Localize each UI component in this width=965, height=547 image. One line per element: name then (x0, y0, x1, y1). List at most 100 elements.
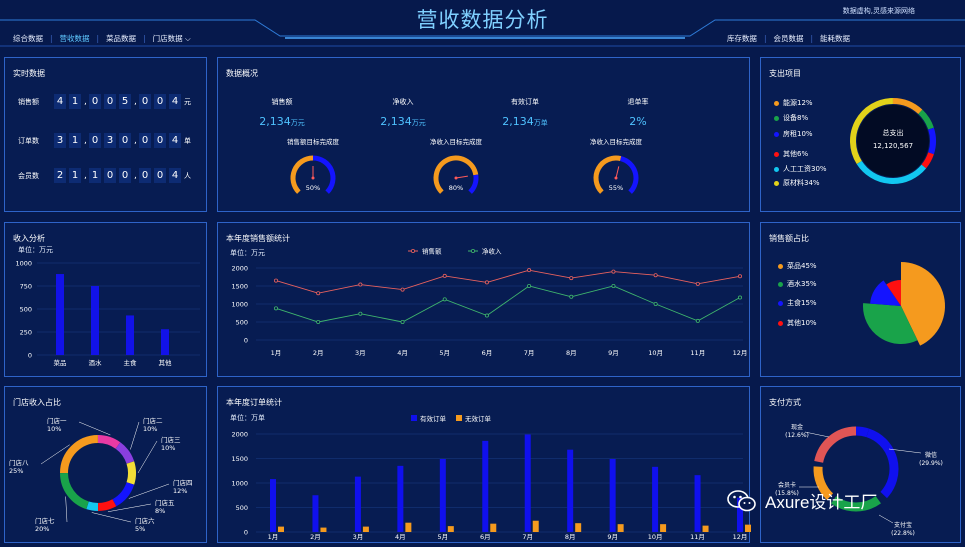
digit-box: 5 (119, 94, 131, 109)
gauge-pivot (614, 176, 618, 180)
digit-box: 0 (154, 168, 166, 183)
nav-item-energy[interactable]: 能耗数据 (820, 34, 850, 43)
nav-item-inventory[interactable]: 库存数据 (726, 34, 757, 43)
expense-donut-segment (928, 127, 936, 155)
expense-donut-segment (921, 152, 934, 169)
order-bar (660, 524, 667, 532)
expense-donut (850, 98, 936, 184)
store-donut-segment (86, 501, 99, 511)
series-point (484, 280, 489, 285)
store-label-pct: 12% (173, 487, 187, 495)
x-tick-label: 12月 (733, 533, 748, 541)
digit-box: 0 (104, 94, 116, 109)
payment-panel: 支付方式 微信 (29.9%) 支付宝 (22.8%) 会员卡 (15.8%) 现金 (12.… (760, 386, 961, 543)
series-point (695, 318, 700, 323)
digit-box: 3 (54, 133, 66, 148)
series-point (527, 268, 532, 273)
gauge-remaining-arc (468, 174, 479, 194)
digit-box: 0 (154, 94, 166, 109)
gauge-pivot (311, 176, 315, 180)
series-point (653, 302, 658, 307)
digit-separator: , (84, 96, 87, 107)
order-bar (278, 526, 284, 532)
nav-right: 库存数据 | 会员数据 | 能耗数据 (722, 33, 855, 44)
label-leader-line (128, 483, 170, 499)
order-bar (617, 524, 624, 532)
store-label-name: 门店一 (47, 416, 67, 425)
series-point (484, 313, 489, 318)
sales-share-legend-item: 菜品45% (778, 261, 817, 271)
order-bar (694, 475, 701, 532)
payment-title: 支付方式 (769, 398, 801, 407)
legend-swatch (456, 415, 462, 421)
series-line (275, 269, 741, 294)
order-bar (652, 466, 659, 532)
x-tick-label: 10月 (648, 533, 663, 541)
income-unit: 单位：万元 (18, 246, 53, 254)
digit-box: 3 (104, 133, 116, 148)
x-tick-label: 6月 (482, 349, 493, 357)
payment-label-pct: (22.8%) (891, 530, 915, 537)
payment-donut: 微信(29.9%) 支付宝(22.8%) 会员卡(15.8%) 现金(12.6%) (775, 423, 943, 537)
realtime-row-unit: 人 (184, 171, 191, 180)
series-point (316, 320, 321, 325)
x-tick-label: 9月 (608, 349, 619, 357)
income-panel: 收入分析 单位：万元 0 250 500 750 1000 菜品 酒水 主食 其他 (4, 222, 207, 377)
order-bar (532, 520, 539, 532)
nav-item-members[interactable]: 会员数据 (773, 34, 804, 43)
legend-dot (774, 100, 779, 106)
order-bar (609, 458, 616, 532)
payment-donut-segment (813, 466, 834, 500)
income-bar (161, 329, 169, 355)
stat-value-wrap: 2,134万元 (232, 110, 332, 129)
order-bar (524, 434, 531, 532)
payment-donut-segment (866, 428, 899, 499)
x-tick-label: 7月 (522, 533, 533, 541)
expense-donut-segment (918, 109, 934, 130)
store-donut-segment (97, 435, 121, 449)
x-tick-label: 酒水 (89, 358, 103, 367)
nav-left: 综合数据 | 营收数据 | 菜品数据 | 门店数据 ⌵ (8, 33, 196, 44)
gauge-value: 50% (306, 184, 320, 192)
stat-unit: 万元 (411, 119, 426, 127)
store-title: 门店收入占比 (13, 398, 61, 407)
x-tick-label: 11月 (690, 349, 705, 357)
income-bar (91, 286, 99, 355)
order-bar (702, 525, 709, 532)
x-tick-label: 4月 (395, 533, 406, 541)
digit-separator: , (134, 135, 137, 146)
y-tick-label: 1000 (15, 260, 32, 268)
nav-item-stores[interactable]: 门店数据 ⌵ (148, 33, 196, 44)
sales-share-title: 销售额占比 (769, 234, 809, 243)
legend-dot (778, 281, 783, 287)
payment-label-name: 现金 (791, 423, 803, 431)
order-bar (737, 497, 743, 532)
store-donut-segment (126, 461, 136, 485)
wechat-icon (727, 489, 756, 511)
payment-label-pct: (15.8%) (775, 490, 799, 497)
legend-label: 原材料34% (783, 179, 820, 187)
payment-label-pct: (12.6%) (785, 432, 809, 439)
expense-legend-item: 其他6% (774, 149, 808, 159)
series-point (400, 320, 405, 325)
digit-box: 4 (54, 94, 66, 109)
digit-box: 0 (154, 133, 166, 148)
series-point (316, 291, 321, 296)
gauge-value: 80% (449, 184, 463, 192)
nav-item-dishes[interactable]: 菜品数据 (106, 34, 137, 43)
expense-legend-item: 能源12% (774, 98, 813, 108)
nav-item-revenue[interactable]: 营收数据 (59, 34, 90, 43)
sales-share-legend-item: 其他10% (778, 318, 817, 328)
nav-separator: | (50, 34, 53, 43)
nav-item-overview[interactable]: 综合数据 (13, 34, 43, 43)
header: 营收数据分析 数据虚构,灵感来源网络 综合数据 | 营收数据 | 菜品数据 | 门店数… (0, 0, 965, 50)
series-point (653, 273, 658, 278)
digit-box: 1 (69, 94, 81, 109)
orders-title: 本年度订单统计 (226, 398, 282, 407)
legend-label: 设备8% (783, 114, 809, 122)
store-label-name: 门店三 (161, 435, 181, 444)
digit-separator: , (84, 170, 87, 181)
realtime-title: 实时数据 (13, 69, 45, 78)
stat-unit: 万单 (533, 119, 548, 127)
store-donut-segment (97, 499, 117, 511)
